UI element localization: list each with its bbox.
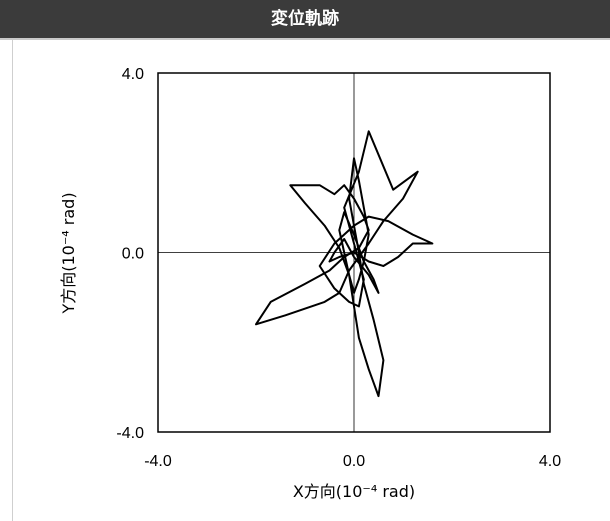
series-layer xyxy=(255,130,434,398)
x-axis-label: X方向(10⁻⁴ rad) xyxy=(293,482,415,501)
text-layer: X方向(10⁻⁴ rad) Y方向(10⁻⁴ rad) -4.0 0.0 4.0 4.… xyxy=(59,66,561,501)
x-tick-label: 0.0 xyxy=(343,453,365,470)
y-tick-label: -4.0 xyxy=(116,425,144,442)
trajectory-line xyxy=(255,130,434,398)
y-axis-label: Y方向(10⁻⁴ rad) xyxy=(59,192,78,314)
x-tick-label: -4.0 xyxy=(144,453,172,470)
left-divider xyxy=(12,40,13,521)
y-tick-label: 0.0 xyxy=(122,246,144,263)
title-bar: 変位軌跡 xyxy=(0,0,610,40)
y-tick-label: 4.0 xyxy=(122,66,144,83)
chart-title: 変位軌跡 xyxy=(271,9,339,29)
x-tick-label: 4.0 xyxy=(539,453,561,470)
